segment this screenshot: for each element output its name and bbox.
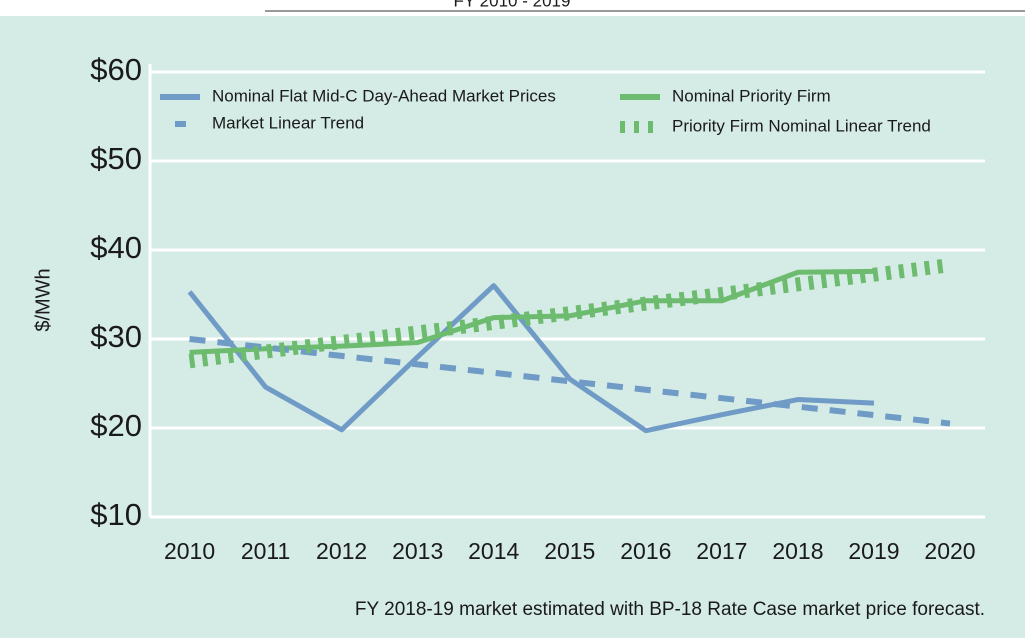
legend-label: Nominal Priority Firm [672, 86, 831, 105]
x-tick-label: 2015 [544, 538, 595, 564]
x-tick-label: 2011 [241, 538, 290, 564]
series-line [187, 283, 875, 434]
y-tick-label: $30 [90, 319, 142, 354]
legend-label: Priority Firm Nominal Linear Trend [672, 116, 931, 135]
footnote: FY 2018-19 market estimated with BP-18 R… [355, 599, 985, 620]
legend-label: Nominal Flat Mid-C Day-Ahead Market Pric… [212, 86, 556, 105]
x-tick-label: 2010 [164, 538, 215, 564]
y-tick-label: $10 [90, 497, 142, 532]
y-tick-label: $60 [90, 52, 142, 87]
background [0, 16, 1025, 638]
x-tick-label: 2017 [696, 538, 747, 564]
y-axis-label: $/MWh [32, 268, 54, 331]
chart-title: FY 2010 - 2019 [454, 0, 571, 10]
y-tick-label: $20 [90, 408, 142, 443]
x-tick-label: 2014 [468, 538, 519, 564]
x-tick-label: 2020 [924, 538, 975, 564]
series-line [188, 258, 951, 369]
legend-label: Market Linear Trend [212, 113, 364, 132]
y-tick-label: $40 [90, 230, 142, 265]
x-tick-label: 2012 [316, 538, 367, 564]
x-tick-label: 2019 [848, 538, 899, 564]
x-tick-label: 2016 [620, 538, 671, 564]
y-tick-label: $50 [90, 141, 142, 176]
x-tick-label: 2013 [392, 538, 443, 564]
x-tick-label: 2018 [772, 538, 823, 564]
series-line [189, 336, 951, 427]
